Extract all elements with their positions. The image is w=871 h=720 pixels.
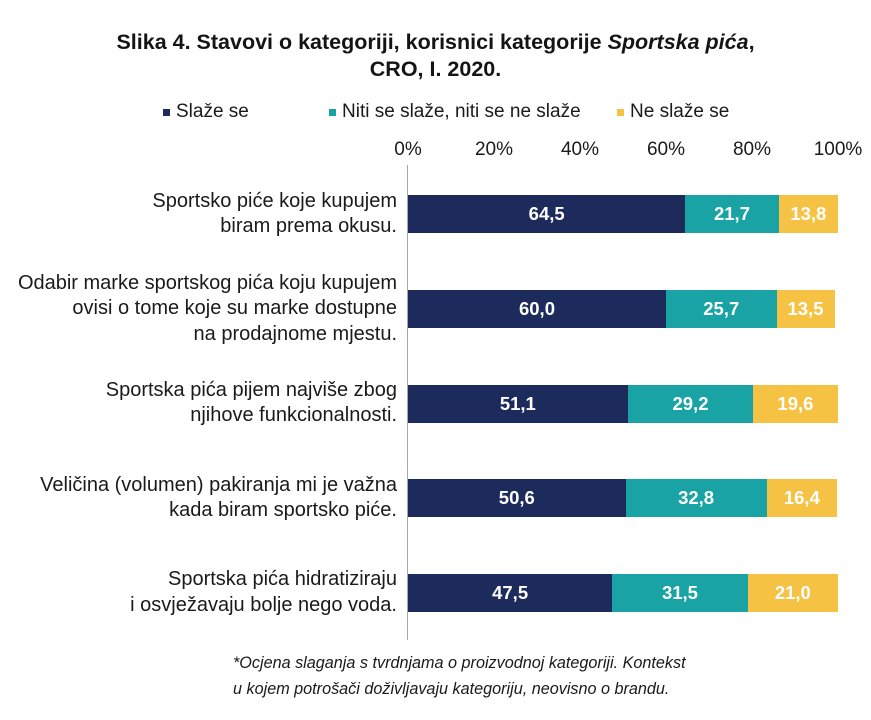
bar-series-3-row-3: 19,6 [753, 384, 838, 423]
x-tick-label-1: 20% [474, 139, 514, 160]
bar-series-1-row-1: 64,5 [408, 195, 686, 234]
bar-series-2-row-4: 32,8 [625, 479, 767, 518]
bar-series-1-row-2: 60,0 [408, 289, 666, 328]
bar-series-2-row-1: 21,7 [685, 195, 779, 234]
legend-marker-1 [163, 109, 170, 116]
legend-label-1: Slaže se [176, 101, 249, 122]
data-label-series-1-row-5: 47,5 [492, 581, 529, 603]
category-label-1: Sportsko piće koje kupujem biram prema o… [152, 189, 397, 238]
category-label-5: Sportska pića hidratiziraju i osvježavaj… [130, 568, 397, 616]
category-label-4: Veličina (volumen) pakiranja mi je važna… [40, 473, 397, 522]
legend-marker-2 [329, 109, 336, 116]
category-row-2: Odabir marke sportskog pića koju kupujem… [0, 262, 397, 357]
category-label-2: Odabir marke sportskog pića koju kupujem… [17, 271, 397, 345]
data-label-series-3-row-2: 13,5 [787, 297, 824, 319]
category-label-3: Sportska pića pijem najviše zbog njihove… [105, 378, 397, 427]
data-label-series-3-row-1: 13,8 [790, 203, 827, 225]
bar-series-3-row-2: 13,5 [776, 289, 835, 328]
bar-series-2-row-5: 31,5 [612, 573, 748, 612]
x-tick-label-2: 40% [560, 139, 600, 160]
bar-series-1-row-5: 47,5 [408, 573, 613, 612]
data-label-series-1-row-2: 60,0 [518, 297, 555, 319]
bar-series-2-row-3: 29,2 [627, 384, 754, 423]
chart-title-italic: Sportska pića [607, 30, 749, 54]
data-label-series-1-row-1: 64,5 [528, 203, 565, 225]
x-tick-label-4: 80% [732, 139, 772, 160]
category-row-4: Veličina (volumen) pakiranja mi je važna… [0, 451, 397, 546]
x-tick-label-3: 60% [646, 139, 686, 160]
bar-series-3-row-5: 21,0 [747, 573, 838, 612]
category-row-3: Sportska pića pijem najviše zbog njihove… [0, 356, 397, 451]
category-row-1: Sportsko piće koje kupujem biram prema o… [0, 167, 397, 262]
legend-marker-3 [617, 109, 624, 116]
chart-title: Slika 4. Stavovi o kategoriji, korisnici… [116, 30, 755, 81]
bar-series-1-row-3: 51,1 [408, 384, 628, 423]
legend-label-2: Niti se slaže, niti se ne slaže [342, 101, 581, 122]
legend-label-3: Ne slaže se [630, 101, 730, 122]
data-label-series-1-row-4: 50,6 [498, 487, 535, 509]
bar-series-3-row-4: 16,4 [766, 479, 838, 518]
bar-series-1-row-4: 50,6 [408, 479, 626, 518]
data-label-series-2-row-3: 29,2 [672, 392, 709, 414]
x-tick-label-5: 100% [813, 139, 863, 160]
data-label-series-1-row-3: 51,1 [499, 392, 536, 414]
footnote: *Ocjena slaganja s tvrdnjama o proizvodn… [233, 654, 686, 698]
legend: Slaže se Niti se slaže, niti se ne slaže N… [0, 0, 871, 130]
data-label-series-3-row-5: 21,0 [774, 581, 811, 603]
data-label-series-2-row-4: 32,8 [678, 487, 715, 509]
data-label-series-3-row-4: 16,4 [783, 487, 820, 509]
data-label-series-2-row-2: 25,7 [703, 297, 740, 319]
x-tick-label-0: 0% [394, 139, 422, 160]
data-label-series-3-row-3: 19,6 [777, 392, 814, 414]
category-row-5: Sportska pića hidratiziraju i osvježavaj… [0, 545, 397, 640]
data-label-series-2-row-1: 21,7 [713, 203, 750, 225]
data-label-series-2-row-5: 31,5 [661, 581, 698, 603]
y-axis-line [407, 165, 408, 640]
bar-series-3-row-1: 13,8 [778, 195, 838, 234]
bar-series-2-row-2: 25,7 [666, 289, 777, 328]
